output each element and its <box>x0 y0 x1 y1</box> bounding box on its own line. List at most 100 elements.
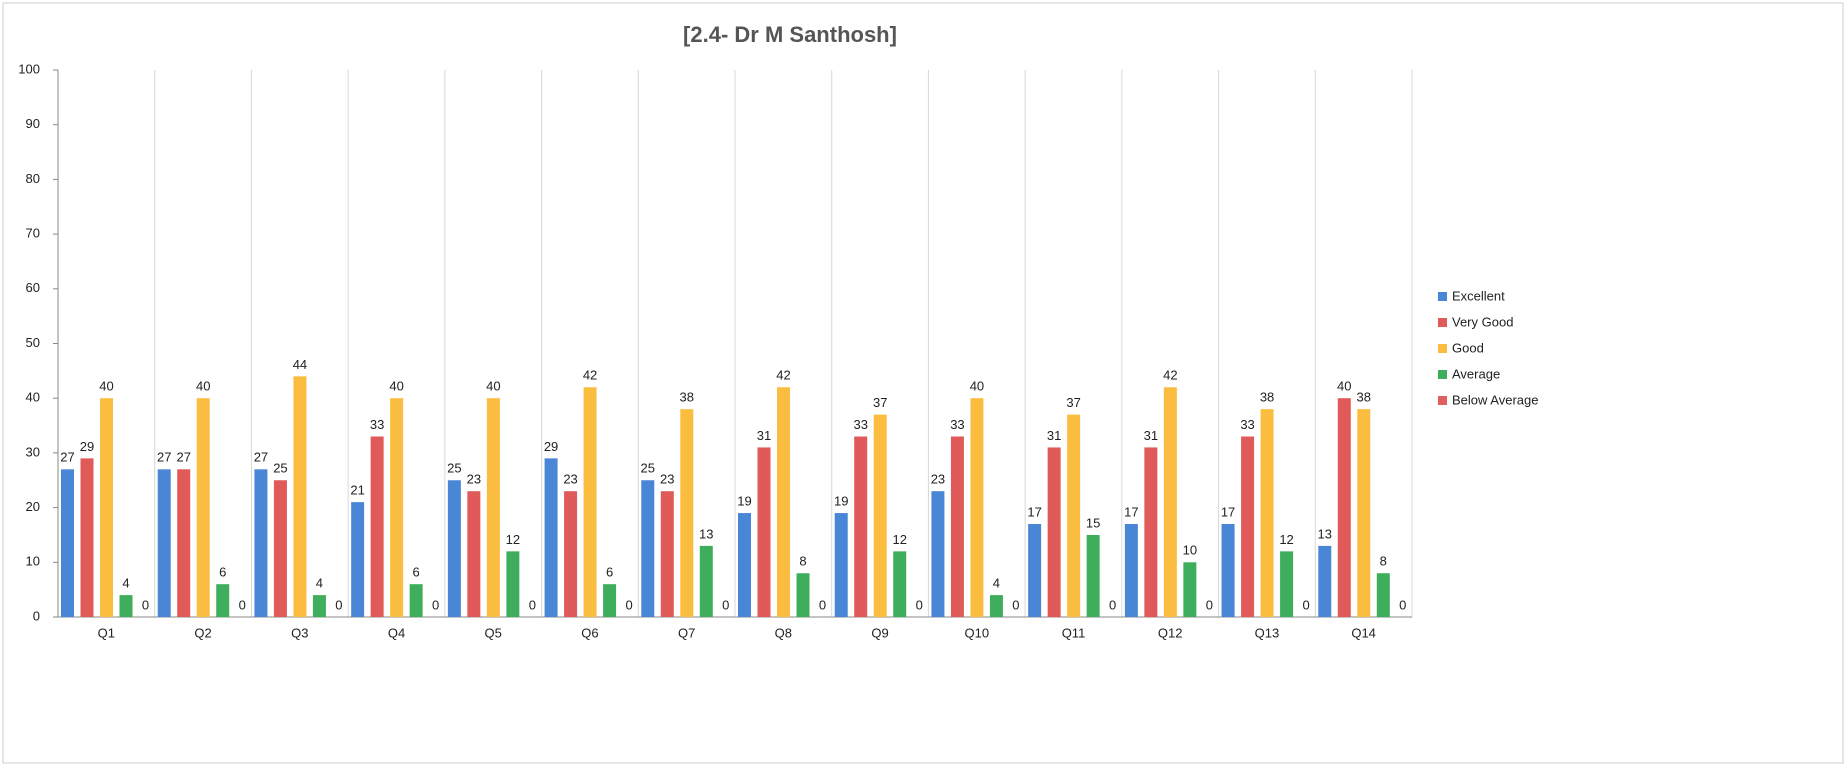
bar <box>796 573 810 617</box>
value-label: 31 <box>1047 428 1061 443</box>
bar <box>699 545 713 617</box>
y-tick-label: 10 <box>26 554 40 569</box>
value-label: 0 <box>625 597 632 612</box>
bar <box>80 458 94 617</box>
bar <box>1183 562 1197 617</box>
bar <box>119 595 133 617</box>
value-label: 0 <box>722 597 729 612</box>
bar <box>1260 409 1274 617</box>
value-label: 29 <box>544 439 558 454</box>
x-tick-label: Q13 <box>1255 625 1280 640</box>
value-label: 42 <box>1163 368 1177 383</box>
x-tick-label: Q8 <box>775 625 792 640</box>
value-label: 29 <box>80 439 94 454</box>
value-label: 0 <box>529 597 536 612</box>
bar <box>834 513 848 617</box>
value-label: 0 <box>335 597 342 612</box>
bar <box>61 469 74 617</box>
value-label: 33 <box>1240 417 1254 432</box>
bar <box>312 595 326 617</box>
x-tick-label: Q2 <box>194 625 211 640</box>
bar <box>738 513 751 617</box>
value-label: 40 <box>1337 379 1351 394</box>
bar <box>1337 398 1351 617</box>
value-label: 0 <box>142 597 149 612</box>
bar <box>351 502 365 617</box>
value-label: 37 <box>873 395 887 410</box>
value-label: 44 <box>293 357 307 372</box>
value-label: 0 <box>239 597 246 612</box>
bar <box>177 469 191 617</box>
bar <box>1124 524 1138 617</box>
y-tick-label: 0 <box>33 608 40 623</box>
value-label: 0 <box>916 597 923 612</box>
x-tick-label: Q4 <box>388 625 405 640</box>
legend-label: Below Average <box>1452 392 1539 407</box>
y-tick-label: 80 <box>26 171 40 186</box>
x-tick-label: Q6 <box>581 625 598 640</box>
bar <box>970 398 984 617</box>
bar <box>447 480 461 617</box>
value-label: 0 <box>1109 597 1116 612</box>
legend-swatch <box>1438 318 1447 327</box>
value-label: 23 <box>467 472 481 487</box>
bar <box>216 584 230 617</box>
value-label: 42 <box>776 368 790 383</box>
value-label: 17 <box>1221 504 1235 519</box>
value-label: 21 <box>350 483 364 498</box>
value-label: 12 <box>1279 532 1293 547</box>
y-tick-label: 30 <box>26 444 40 459</box>
value-label: 37 <box>1066 395 1080 410</box>
value-label: 23 <box>660 472 674 487</box>
value-label: 38 <box>1260 390 1274 405</box>
x-tick-label: Q5 <box>485 625 502 640</box>
value-label: 0 <box>1012 597 1019 612</box>
bar <box>293 376 307 617</box>
value-label: 15 <box>1086 515 1100 530</box>
y-tick-label: 70 <box>26 226 40 241</box>
value-label: 31 <box>757 428 771 443</box>
value-label: 42 <box>583 368 597 383</box>
x-tick-label: Q9 <box>871 625 888 640</box>
bar <box>506 551 520 617</box>
y-tick-label: 90 <box>26 116 40 131</box>
value-label: 23 <box>563 472 577 487</box>
legend-label: Very Good <box>1452 314 1513 329</box>
bar <box>486 398 500 617</box>
y-tick-label: 40 <box>26 390 40 405</box>
legend-swatch <box>1438 344 1447 353</box>
value-label: 40 <box>196 379 210 394</box>
x-tick-label: Q1 <box>98 625 115 640</box>
bar <box>273 480 287 617</box>
value-label: 31 <box>1144 428 1158 443</box>
value-label: 38 <box>680 390 694 405</box>
bar <box>1028 524 1042 617</box>
value-label: 0 <box>1302 597 1309 612</box>
bar <box>660 491 674 617</box>
bar <box>1241 436 1255 617</box>
value-label: 13 <box>1318 526 1332 541</box>
y-tick-label: 50 <box>26 335 40 350</box>
bar <box>680 409 694 617</box>
value-label: 40 <box>486 379 500 394</box>
value-label: 4 <box>993 576 1000 591</box>
bar <box>1047 447 1061 617</box>
value-label: 4 <box>122 576 129 591</box>
bar <box>254 469 268 617</box>
value-label: 19 <box>737 494 751 509</box>
value-label: 6 <box>219 565 226 580</box>
bar <box>370 436 384 617</box>
bar <box>1067 414 1081 617</box>
bar <box>777 387 790 617</box>
value-label: 27 <box>176 450 190 465</box>
bar <box>1163 387 1177 617</box>
bar <box>544 458 558 617</box>
bar <box>1376 573 1390 617</box>
x-tick-label: Q12 <box>1158 625 1183 640</box>
value-label: 27 <box>60 450 74 465</box>
bar <box>950 436 964 617</box>
value-label: 12 <box>506 532 520 547</box>
bar <box>873 414 887 617</box>
